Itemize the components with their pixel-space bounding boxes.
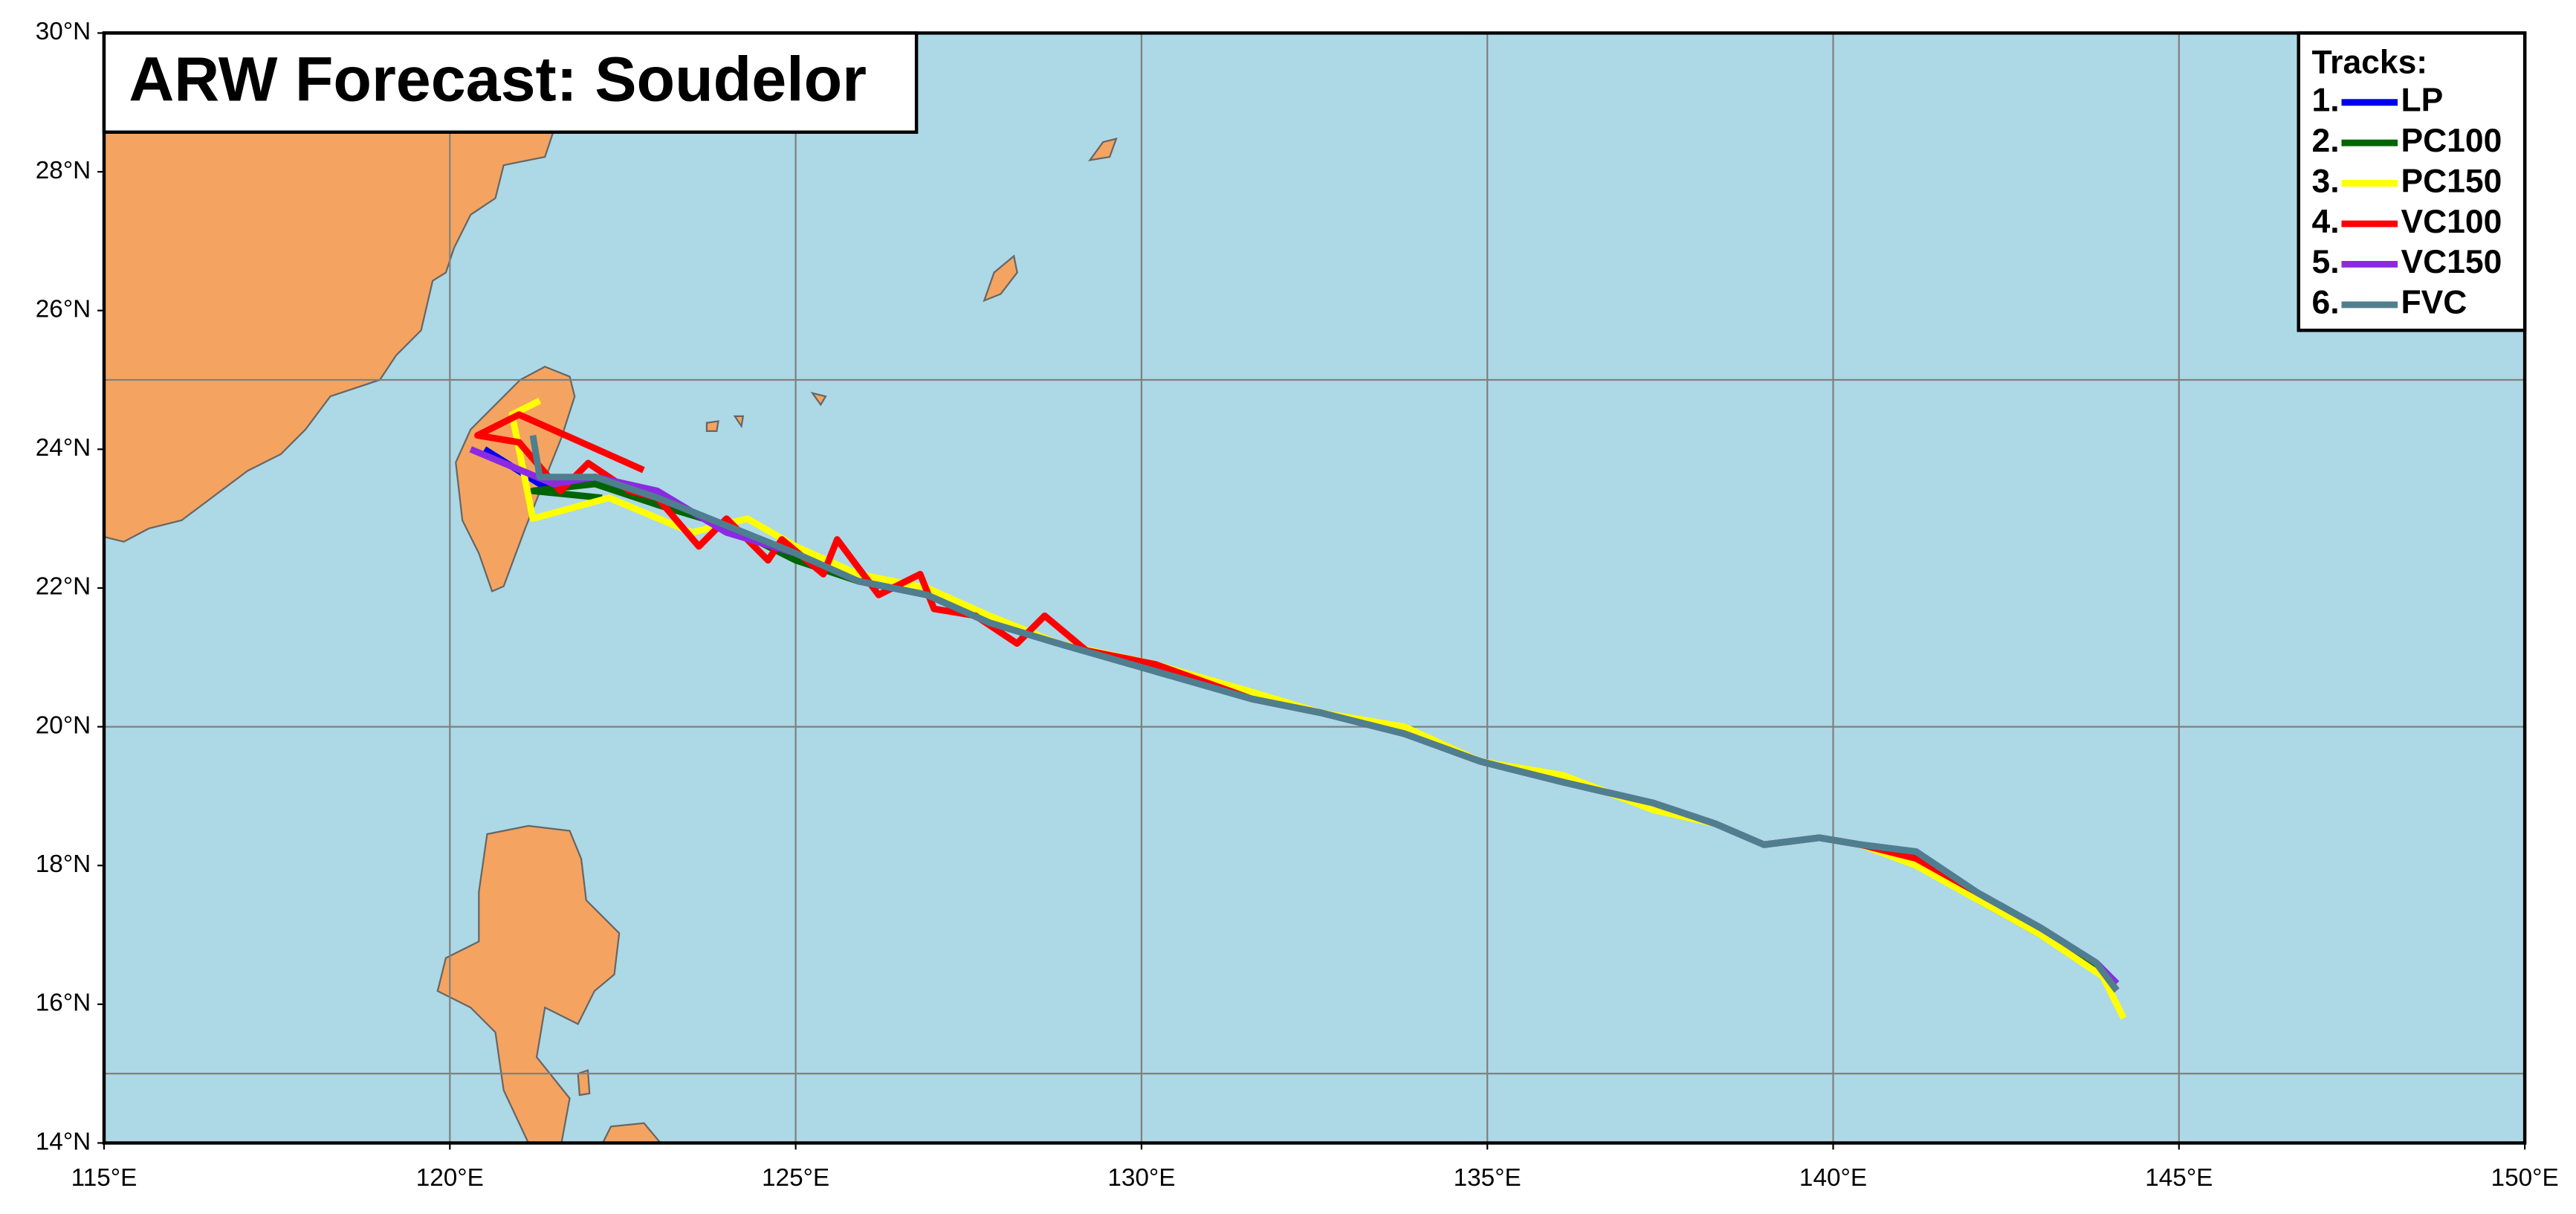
island <box>577 1069 591 1097</box>
island <box>705 420 719 432</box>
ticks: 115°E 120°E 125°E 130°E 135°E 140°E 145°E 150°E… <box>36 18 2559 1192</box>
legend-number: 1. <box>2311 82 2339 118</box>
legend-label: VC100 <box>2401 204 2502 240</box>
y-tick-label: 30°N <box>36 18 91 45</box>
chart-title: ARW Forecast: Soudelor <box>129 45 867 114</box>
x-tick-label: 150°E <box>2491 1164 2559 1192</box>
island <box>983 254 1018 303</box>
x-tick-label: 120°E <box>416 1164 484 1192</box>
y-tick-label: 16°N <box>36 989 91 1017</box>
china <box>103 131 554 543</box>
tracks <box>469 398 2127 1020</box>
x-tick-label: 140°E <box>1799 1164 1867 1192</box>
grid <box>103 33 2525 1143</box>
legend: Tracks: 1. LP 2. PC100 3. PC150 4. VC100 5. VC150… <box>2297 31 2527 332</box>
x-tick-label: 115°E <box>71 1164 137 1192</box>
y-tick-label: 18°N <box>36 850 91 878</box>
legend-number: 3. <box>2311 163 2339 199</box>
island <box>733 415 745 429</box>
x-tick-label: 145°E <box>2145 1164 2213 1192</box>
legend-label: VC150 <box>2401 244 2502 280</box>
legend-title: Tracks: <box>2311 44 2427 80</box>
legend-label: PC150 <box>2401 163 2502 199</box>
island <box>810 391 827 407</box>
y-tick-label: 26°N <box>36 295 91 323</box>
x-tick-label: 135°E <box>1454 1164 1521 1192</box>
title-box <box>102 31 919 134</box>
legend-box <box>2297 31 2527 332</box>
legend-number: 6. <box>2311 285 2339 321</box>
legend-number: 2. <box>2311 123 2339 159</box>
x-tick-label: 130°E <box>1107 1164 1175 1192</box>
legend-label: PC100 <box>2401 123 2502 159</box>
luzon <box>436 824 621 1144</box>
legend-label: LP <box>2401 82 2443 118</box>
y-tick-label: 14°N <box>36 1128 91 1155</box>
y-tick-label: 28°N <box>36 157 91 184</box>
track-line <box>529 434 2120 992</box>
y-tick-label: 24°N <box>36 434 91 462</box>
x-tick-label: 125°E <box>762 1164 829 1192</box>
y-tick-label: 22°N <box>36 573 91 601</box>
legend-label: FVC <box>2401 285 2467 321</box>
legend-number: 4. <box>2311 204 2339 240</box>
y-tick-label: 20°N <box>36 711 91 739</box>
island <box>1087 138 1118 162</box>
legend-number: 5. <box>2311 244 2339 280</box>
